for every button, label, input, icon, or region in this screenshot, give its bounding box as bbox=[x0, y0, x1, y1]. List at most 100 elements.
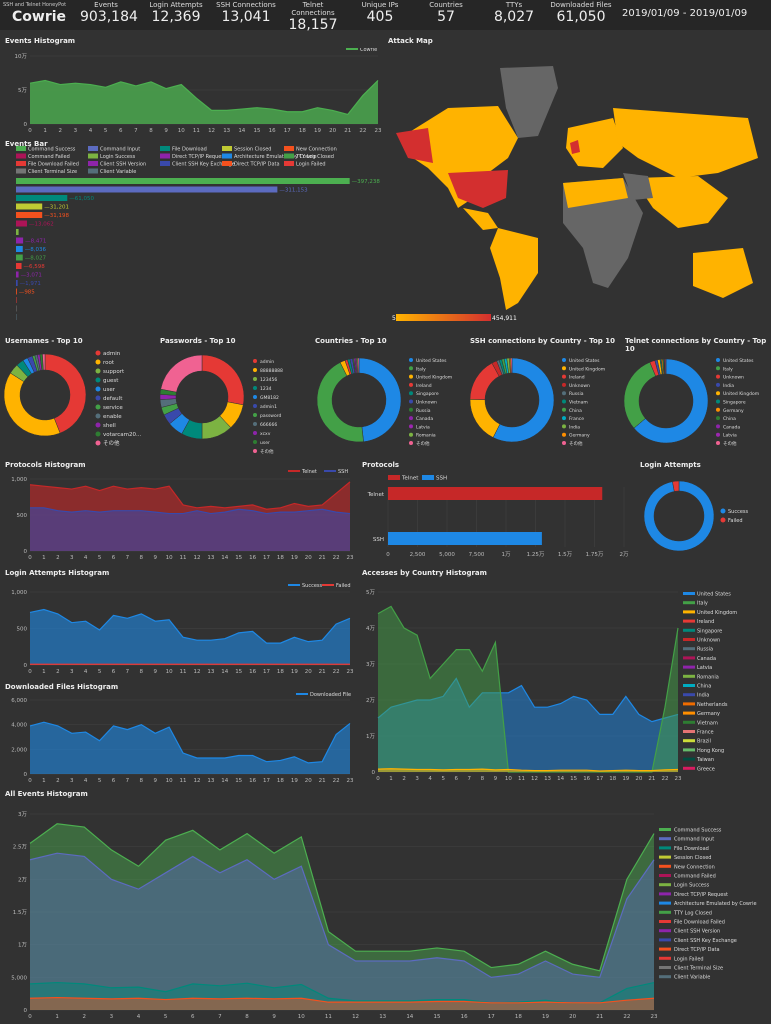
legend-label: New Connection bbox=[674, 864, 715, 870]
x-tick-label: 17 bbox=[263, 555, 270, 561]
legend-swatch bbox=[88, 168, 98, 174]
legend-label: Singapore bbox=[723, 400, 746, 406]
donut-slice bbox=[492, 357, 555, 443]
bar bbox=[16, 237, 24, 244]
legend-swatch bbox=[88, 146, 98, 151]
bar-value-label: —3,071 bbox=[21, 273, 42, 279]
x-tick-label: 15 bbox=[235, 778, 242, 784]
legend-swatch bbox=[322, 584, 334, 586]
legend-swatch bbox=[388, 475, 400, 480]
series-area-ssh bbox=[30, 507, 350, 551]
x-tick-label: 13 bbox=[223, 128, 230, 134]
legend-swatch bbox=[683, 720, 695, 724]
legend-dot bbox=[95, 431, 101, 437]
series-line-telnet bbox=[29, 481, 351, 510]
legend-label: Vietnam bbox=[697, 720, 718, 726]
legend-label: Login Success bbox=[674, 883, 710, 889]
donut-slice bbox=[469, 399, 501, 438]
legend-dot bbox=[716, 407, 720, 412]
legend-label: Session Closed bbox=[674, 855, 711, 861]
y-tick-label: 0 bbox=[372, 770, 376, 776]
x-tick-label: 11 bbox=[325, 1014, 332, 1020]
legend-label: Ireland bbox=[697, 619, 714, 625]
x-tick-label: 0 bbox=[28, 555, 32, 561]
x-tick-label: 11 bbox=[180, 669, 187, 675]
legend-label: Direct TCP/IP Request bbox=[172, 154, 226, 160]
legend-label: Russia bbox=[569, 391, 584, 397]
legend-label: Command Input bbox=[100, 147, 140, 153]
legend-label: 666666 bbox=[260, 422, 277, 428]
legend-dot bbox=[409, 399, 413, 404]
legend-dot bbox=[562, 424, 566, 429]
map-legend-min: 5 bbox=[392, 315, 396, 322]
x-tick-label: 1.25万 bbox=[527, 551, 545, 558]
bar-value-label: —1,971 bbox=[20, 281, 41, 287]
legend-dot bbox=[409, 407, 413, 412]
legend-dot bbox=[95, 440, 101, 446]
legend-dot bbox=[253, 395, 257, 399]
x-tick-label: 4 bbox=[428, 776, 432, 782]
map-legend-max: 454,911 bbox=[492, 315, 517, 322]
x-tick-label: 22 bbox=[333, 778, 340, 784]
legend-swatch bbox=[659, 846, 671, 850]
legend-dot bbox=[562, 382, 566, 387]
legend-dot bbox=[716, 366, 720, 371]
panel-title-login-histogram: Login Attempts Histogram bbox=[5, 569, 110, 577]
x-tick-label: 20 bbox=[569, 1014, 576, 1020]
legend-label: Germany bbox=[697, 711, 720, 717]
x-tick-label: 11 bbox=[193, 128, 200, 134]
panel-title-countries: Countries - Top 10 bbox=[315, 337, 387, 345]
date-range-picker[interactable]: 2019/01/09 - 2019/01/09 bbox=[622, 8, 748, 19]
bar bbox=[16, 212, 43, 218]
legend-dot bbox=[253, 440, 257, 444]
x-tick-label: 4 bbox=[84, 778, 88, 784]
x-tick-label: 16 bbox=[249, 778, 256, 784]
legend-label: Unknown bbox=[569, 383, 590, 389]
legend-label: Singapore bbox=[697, 628, 722, 634]
x-tick-label: 23 bbox=[375, 128, 382, 134]
legend-swatch bbox=[659, 975, 671, 979]
bar bbox=[16, 314, 17, 320]
x-tick-label: 14 bbox=[238, 128, 245, 134]
x-tick-label: 11 bbox=[180, 555, 187, 561]
legend-label: Client Terminal Size bbox=[674, 966, 723, 972]
x-tick-label: 6 bbox=[119, 128, 123, 134]
legend-dot bbox=[562, 374, 566, 379]
legend-swatch bbox=[659, 864, 671, 868]
legend-swatch bbox=[659, 855, 671, 859]
legend-dot bbox=[562, 391, 566, 396]
legend-swatch bbox=[288, 470, 300, 472]
x-tick-label: 2 bbox=[402, 776, 406, 782]
legend-label: guest bbox=[103, 378, 119, 384]
legend-label: United States bbox=[723, 358, 754, 364]
attack-map[interactable]: 5 454,911 bbox=[388, 48, 768, 326]
x-tick-label: 4 bbox=[137, 1014, 141, 1020]
legend-label: admin bbox=[260, 359, 274, 365]
bar bbox=[16, 178, 350, 184]
x-tick-label: 17 bbox=[284, 128, 291, 134]
x-tick-label: 16 bbox=[249, 669, 256, 675]
series-line-file-download bbox=[29, 981, 655, 1005]
legend-dot bbox=[253, 359, 257, 363]
x-tick-label: 7 bbox=[126, 669, 130, 675]
legend-label: その他 bbox=[569, 440, 583, 447]
x-tick-label: 11 bbox=[518, 776, 525, 782]
legend-label: user bbox=[260, 440, 270, 446]
legend-dot bbox=[562, 407, 566, 412]
x-tick-label: 5 bbox=[98, 669, 102, 675]
panel-title-usernames: Usernames - Top 10 bbox=[5, 337, 83, 345]
x-tick-label: 7 bbox=[218, 1014, 222, 1020]
x-tick-label: 19 bbox=[542, 1014, 549, 1020]
bar bbox=[16, 297, 17, 303]
bar bbox=[16, 271, 19, 278]
panel-title-downloaded-files: Downloaded Files Histogram bbox=[5, 683, 119, 691]
legend-label: Canada bbox=[697, 656, 716, 662]
x-tick-label: 12 bbox=[352, 1014, 359, 1020]
legend-dot bbox=[409, 416, 413, 421]
legend-swatch bbox=[659, 892, 671, 896]
x-tick-label: 9 bbox=[272, 1014, 276, 1020]
x-tick-label: 1 bbox=[43, 128, 47, 134]
legend-swatch bbox=[324, 470, 336, 472]
